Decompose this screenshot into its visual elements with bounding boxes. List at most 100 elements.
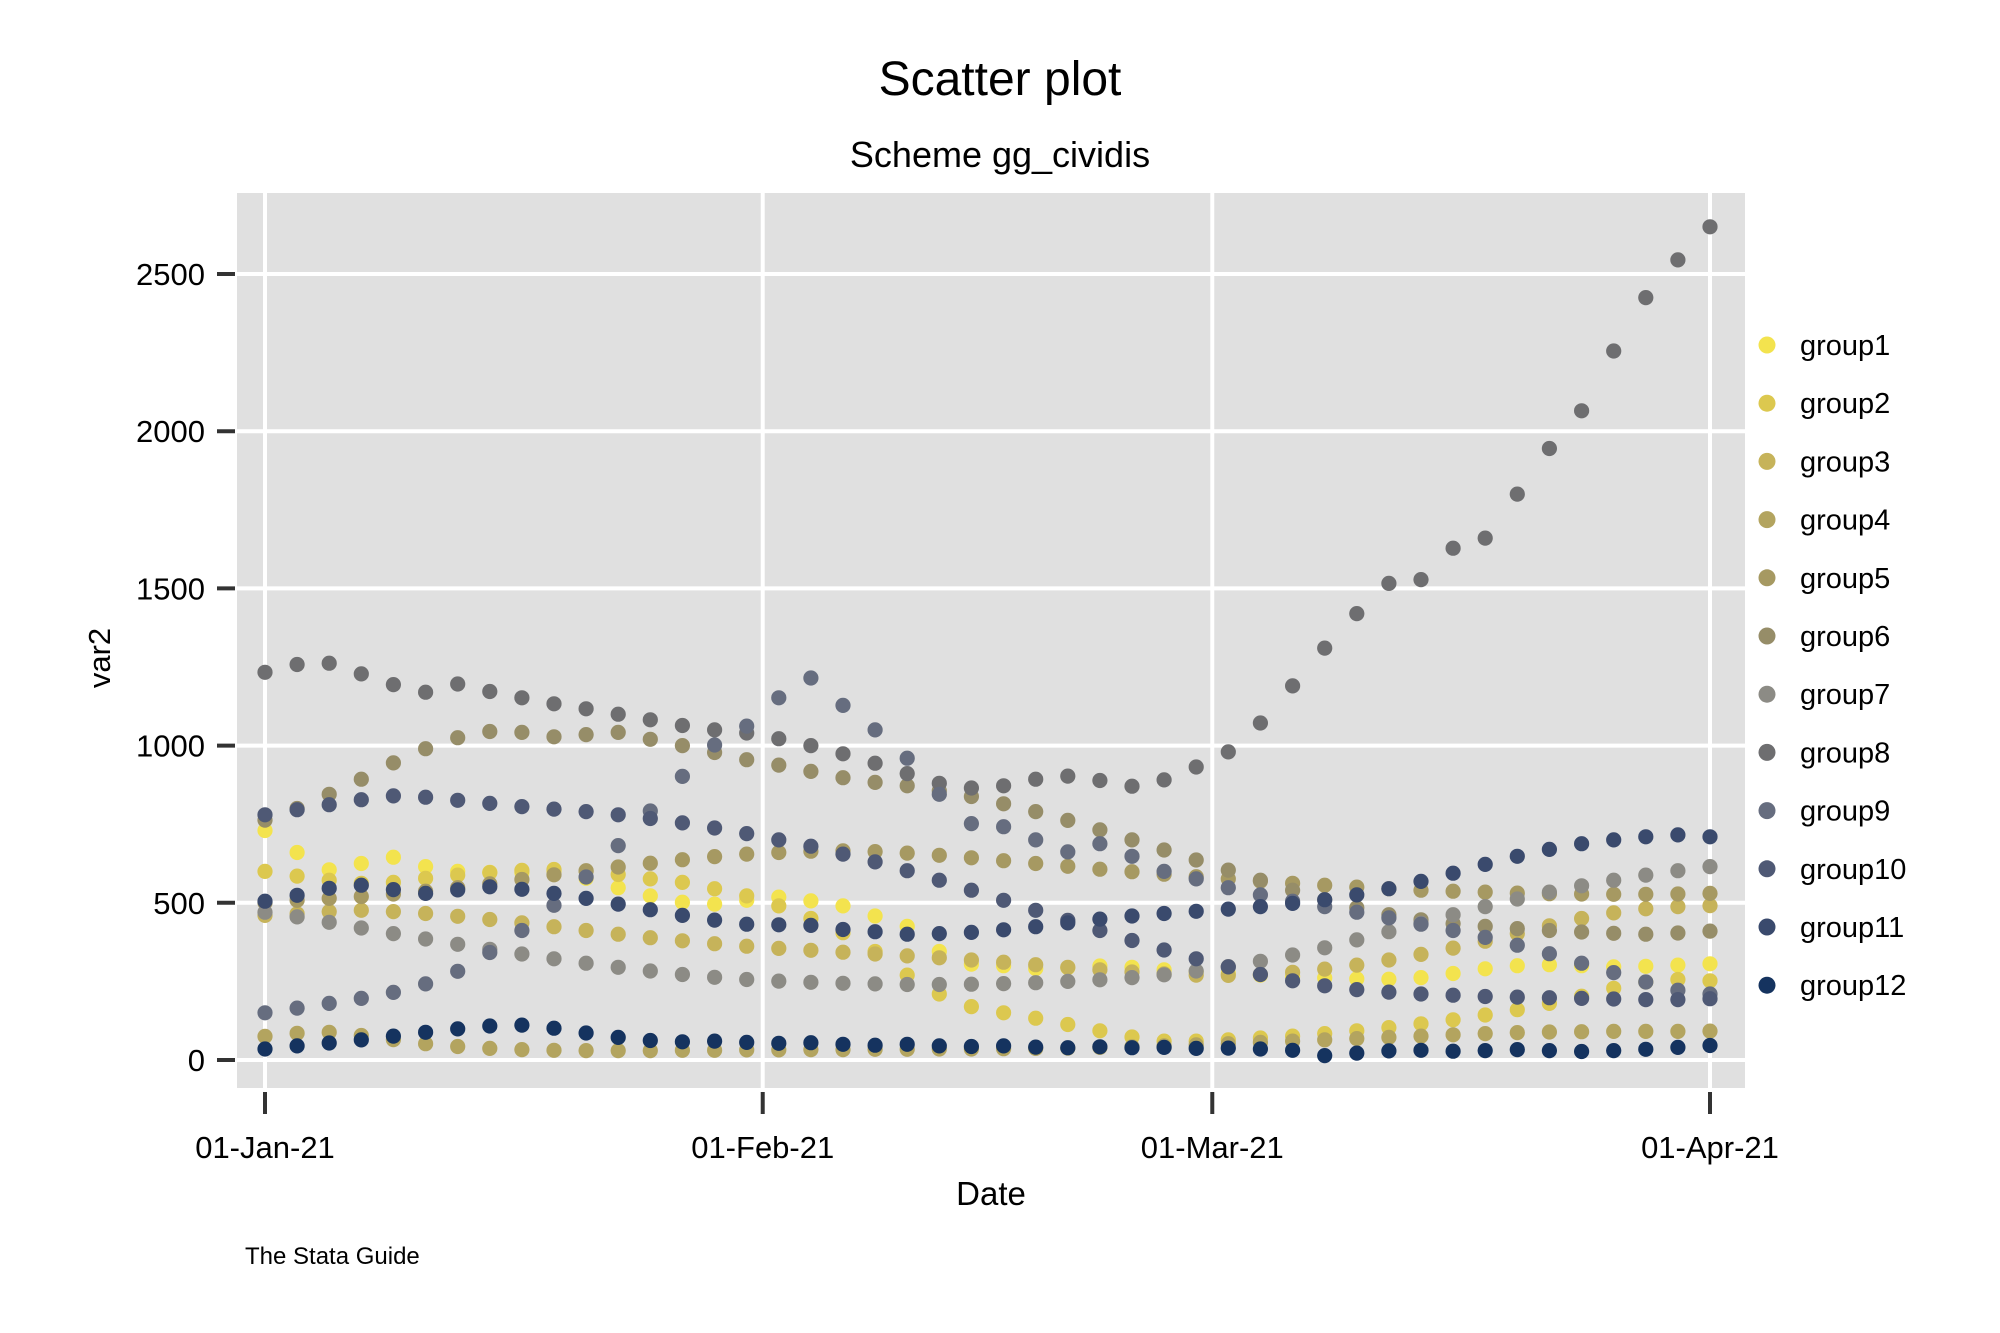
data-point: [1092, 836, 1108, 852]
data-point: [899, 845, 915, 861]
data-point: [1092, 1039, 1108, 1055]
data-point: [1445, 922, 1461, 939]
data-point: [1541, 990, 1557, 1006]
data-point: [1670, 886, 1686, 902]
data-point: [1509, 958, 1525, 974]
legend-marker-icon: [1758, 394, 1776, 412]
data-point: [514, 881, 530, 897]
data-point: [803, 974, 819, 990]
data-point: [289, 1025, 305, 1041]
legend-label: group4: [1800, 505, 1890, 537]
legend-marker-icon: [1758, 802, 1776, 820]
data-point: [353, 990, 369, 1007]
data-point: [1285, 895, 1301, 912]
data-point: [257, 1028, 273, 1044]
data-point: [771, 1035, 787, 1051]
data-point: [1092, 861, 1108, 877]
data-point: [418, 1036, 434, 1052]
legend-marker-icon: [1758, 860, 1776, 878]
data-point: [450, 963, 466, 979]
data-point: [1317, 640, 1333, 656]
data-point: [867, 908, 883, 924]
series-group10: [257, 788, 1718, 1008]
data-point: [1188, 903, 1204, 919]
x-tick-label: 01-Feb-21: [691, 1130, 834, 1165]
data-point: [1413, 572, 1429, 588]
data-point: [385, 882, 401, 898]
legend-item-group12: group12: [1758, 970, 1906, 1002]
legend-item-group5: group5: [1758, 563, 1890, 595]
data-point: [321, 904, 337, 920]
legend-item-group10: group10: [1758, 854, 1906, 886]
data-point: [289, 844, 305, 861]
data-point: [931, 976, 947, 993]
data-point: [1477, 899, 1493, 915]
data-point: [1220, 880, 1236, 896]
data-point: [642, 731, 658, 747]
data-point: [1638, 867, 1654, 883]
data-point: [546, 951, 562, 967]
data-point: [289, 868, 305, 884]
data-point: [1028, 771, 1044, 787]
data-point: [482, 723, 498, 740]
data-point: [321, 862, 337, 878]
legend-item-group8: group8: [1758, 737, 1890, 769]
series-group8: [257, 219, 1718, 796]
data-point: [1317, 940, 1333, 956]
data-point: [1670, 827, 1686, 843]
data-point: [867, 854, 883, 870]
data-point: [642, 888, 658, 904]
data-point: [867, 755, 883, 771]
data-point: [963, 780, 980, 796]
data-point: [707, 1033, 723, 1049]
legend-marker-icon: [1758, 569, 1776, 587]
data-point: [867, 946, 883, 962]
data-point: [1349, 606, 1365, 622]
data-point: [1252, 953, 1268, 969]
data-point: [289, 887, 305, 903]
data-point: [1124, 778, 1140, 794]
data-point: [257, 1005, 273, 1021]
data-point: [1028, 804, 1044, 820]
data-point: [1477, 988, 1493, 1005]
chart-title: Scatter plot: [878, 53, 1122, 106]
data-point: [610, 838, 626, 854]
data-point: [803, 763, 819, 780]
data-point: [546, 1020, 562, 1036]
data-point: [1477, 918, 1493, 935]
data-point: [321, 1035, 337, 1051]
data-point: [1317, 978, 1333, 994]
data-point: [1477, 884, 1493, 900]
data-point: [610, 706, 626, 722]
legend-item-group9: group9: [1758, 796, 1890, 828]
data-point: [1477, 856, 1493, 873]
data-point: [867, 924, 883, 940]
data-point: [1252, 887, 1268, 903]
data-point: [674, 738, 691, 754]
data-point: [1670, 863, 1686, 879]
data-point: [450, 867, 466, 883]
data-point: [963, 882, 980, 898]
data-point: [1349, 971, 1365, 987]
data-point: [1509, 848, 1525, 864]
data-point: [642, 902, 658, 918]
data-point: [707, 849, 723, 865]
data-point: [1670, 992, 1686, 1008]
data-point: [1670, 1023, 1686, 1039]
data-point: [1381, 910, 1397, 926]
data-point: [1702, 885, 1718, 902]
data-point: [1028, 975, 1044, 991]
data-point: [931, 847, 947, 863]
data-point: [931, 1038, 947, 1054]
data-point: [546, 1042, 562, 1058]
data-point: [1606, 905, 1622, 921]
data-point: [1413, 873, 1429, 890]
data-point: [1060, 844, 1076, 860]
data-point: [1445, 1027, 1461, 1043]
data-point: [1541, 957, 1557, 973]
data-point: [1638, 829, 1654, 845]
data-point: [289, 1038, 305, 1054]
data-point: [771, 917, 787, 933]
data-point: [1317, 961, 1333, 977]
data-point: [546, 919, 562, 935]
